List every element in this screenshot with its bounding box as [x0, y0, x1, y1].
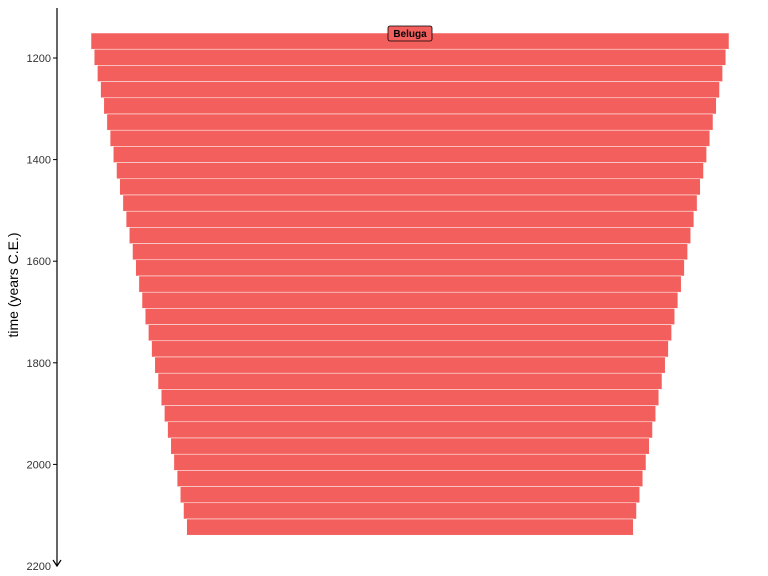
series-label-beluga: Beluga [387, 25, 433, 42]
bar-1918 [167, 421, 653, 439]
y-tick-label-1400: 1400 [27, 155, 51, 167]
bar-1374 [113, 146, 707, 163]
bar-1470 [122, 194, 698, 212]
bar-1694 [144, 308, 675, 325]
bar-1790 [154, 356, 666, 374]
bar-1534 [129, 227, 691, 244]
bar-1246 [100, 81, 720, 99]
bar-1406 [116, 162, 704, 180]
bar-2046 [180, 486, 640, 504]
bar-1822 [157, 372, 663, 390]
bar-1886 [164, 405, 656, 423]
bar-1182 [93, 48, 727, 66]
bar-1214 [97, 65, 723, 82]
bar-1758 [151, 340, 669, 358]
bar-2014 [176, 470, 644, 487]
bar-1342 [109, 129, 711, 147]
y-axis-arrow-icon [52, 559, 62, 568]
series-label-text: Beluga [393, 29, 427, 40]
bar-1982 [173, 453, 647, 471]
bar-2110 [186, 518, 634, 536]
bars-layer [90, 32, 730, 536]
series-label-box [387, 25, 433, 42]
y-axis-title: time (years C.E.) [5, 232, 21, 337]
bar-2078 [183, 502, 637, 520]
y-axis [52, 8, 62, 568]
bar-1662 [141, 291, 679, 309]
bar-1854 [160, 389, 660, 406]
y-axis-ticks: 1200 1400 1600 1800 2000 2200 [27, 53, 57, 573]
bar-1630 [138, 275, 682, 293]
series-labels: Beluga [387, 25, 433, 42]
bar-1502 [125, 210, 695, 228]
bar-1278 [103, 97, 717, 115]
bar-1566 [132, 243, 688, 261]
bar-1726 [148, 324, 672, 342]
y-tick-label-1200: 1200 [27, 53, 51, 65]
y-tick-label-2000: 2000 [27, 459, 51, 471]
bar-1310 [106, 113, 714, 131]
bar-1598 [135, 259, 685, 277]
y-tick-label-1600: 1600 [27, 256, 51, 268]
y-tick-label-2200: 2200 [27, 561, 51, 573]
bar-1438 [119, 178, 701, 196]
y-tick-label-1800: 1800 [27, 358, 51, 370]
bar-1950 [170, 437, 650, 455]
